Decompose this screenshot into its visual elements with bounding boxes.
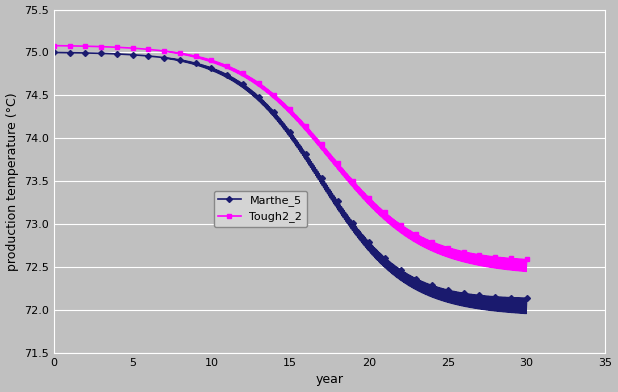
Tough2_2 bbox=[375, 212, 383, 217]
Tough2_2 bbox=[522, 269, 530, 274]
X-axis label: year: year bbox=[316, 374, 344, 387]
Marthe_5 bbox=[282, 124, 290, 129]
Marthe_5 bbox=[480, 293, 487, 298]
Tough2_2 bbox=[282, 103, 290, 108]
Tough2_2 bbox=[50, 43, 57, 48]
Tough2_2 bbox=[154, 48, 161, 53]
Legend: Marthe_5, Tough2_2: Marthe_5, Tough2_2 bbox=[214, 191, 307, 227]
Y-axis label: production temperature (°C): production temperature (°C) bbox=[6, 92, 19, 270]
Marthe_5 bbox=[522, 311, 530, 316]
Marthe_5 bbox=[375, 259, 383, 264]
Tough2_2 bbox=[480, 253, 487, 258]
Marthe_5 bbox=[174, 58, 182, 63]
Marthe_5 bbox=[154, 54, 161, 59]
Line: Marthe_5: Marthe_5 bbox=[52, 51, 529, 316]
Tough2_2 bbox=[329, 154, 336, 159]
Marthe_5 bbox=[523, 296, 530, 300]
Tough2_2 bbox=[174, 51, 182, 56]
Line: Tough2_2: Tough2_2 bbox=[52, 44, 529, 274]
Marthe_5 bbox=[329, 191, 336, 196]
Tough2_2 bbox=[523, 257, 530, 262]
Marthe_5 bbox=[50, 50, 57, 55]
